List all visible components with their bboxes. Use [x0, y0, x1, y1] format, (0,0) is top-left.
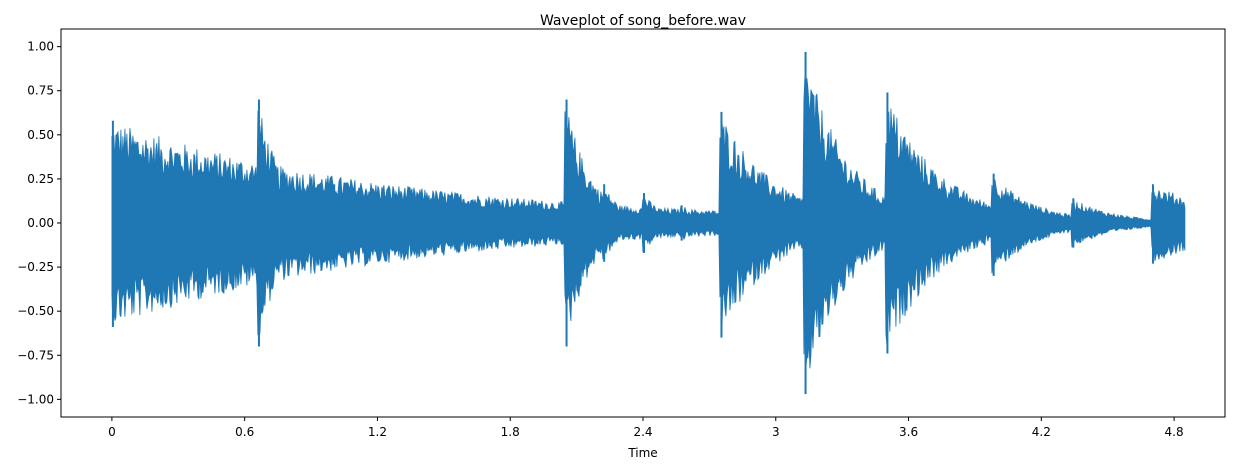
x-tick-label: 2.4	[633, 425, 652, 439]
x-axis: 0 0.6 1.2 1.8 2.4 3 3.6 4.2 4.8	[108, 417, 1184, 439]
x-tick-label: 1.2	[368, 425, 387, 439]
waveform-envelope	[111, 76, 1186, 369]
y-axis: 1.00 0.75 0.50 0.25 0.00 −0.25 −0.50 −0.75 −1.00	[17, 40, 61, 406]
x-tick-label: 4.2	[1032, 425, 1051, 439]
x-tick-label: 3	[772, 425, 780, 439]
y-tick-label: 0.75	[27, 84, 54, 98]
y-tick-label: 0.50	[27, 128, 54, 142]
y-tick-label: −0.75	[17, 348, 54, 362]
y-tick-label: 0.00	[27, 216, 54, 230]
x-tick-label: 0	[108, 425, 116, 439]
y-tick-label: 1.00	[27, 40, 54, 54]
x-tick-label: 3.6	[899, 425, 918, 439]
y-tick-label: −0.50	[17, 304, 54, 318]
y-tick-label: −0.25	[17, 260, 54, 274]
y-tick-label: −1.00	[17, 392, 54, 406]
x-axis-label: Time	[627, 446, 657, 460]
waveform	[111, 51, 1186, 395]
plot-frame	[60, 28, 1226, 418]
chart-title: Waveplot of song_before.wav	[540, 13, 746, 29]
y-tick-label: 0.25	[27, 172, 54, 186]
x-tick-label: 4.8	[1165, 425, 1184, 439]
x-tick-label: 1.8	[501, 425, 520, 439]
x-tick-label: 0.6	[235, 425, 254, 439]
